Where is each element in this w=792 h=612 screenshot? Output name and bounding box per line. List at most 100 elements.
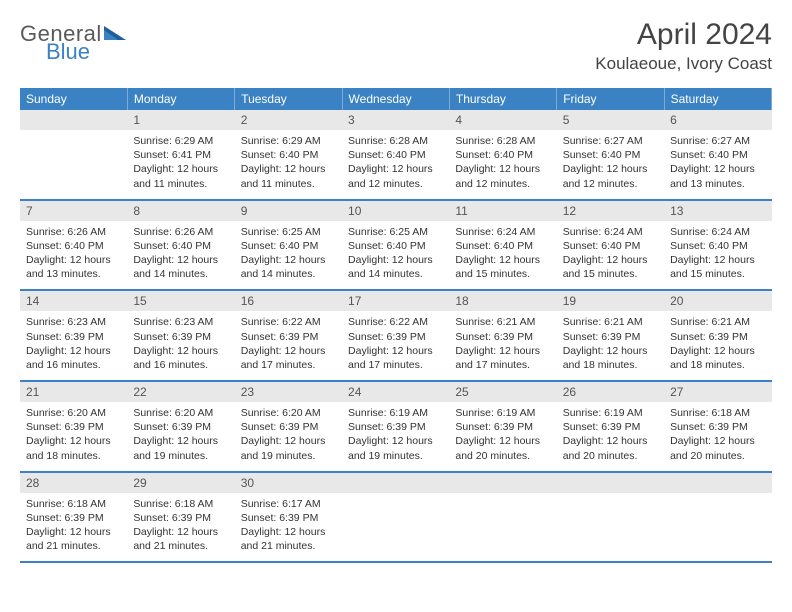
day-details: Sunrise: 6:21 AMSunset: 6:39 PMDaylight:… [664,311,771,380]
day-details-empty [20,130,127,188]
sunrise-text: Sunrise: 6:24 AM [670,225,765,239]
sunset-text: Sunset: 6:39 PM [348,420,443,434]
calendar-week-row: 21Sunrise: 6:20 AMSunset: 6:39 PMDayligh… [20,381,772,472]
daylight-text: Daylight: 12 hours and 15 minutes. [563,253,658,281]
day-number-empty [557,473,664,493]
calendar-day-cell: 2Sunrise: 6:29 AMSunset: 6:40 PMDaylight… [235,110,342,200]
day-details: Sunrise: 6:23 AMSunset: 6:39 PMDaylight:… [127,311,234,380]
day-number: 25 [449,382,556,402]
calendar-day-cell: 14Sunrise: 6:23 AMSunset: 6:39 PMDayligh… [20,290,127,381]
logo: General Blue [20,18,126,62]
calendar-day-cell: 3 Sunrise: 6:28 AMSunset: 6:40 PMDaylight… [342,110,449,200]
day-number: 1 [127,110,234,130]
sunset-text: Sunset: 6:40 PM [348,148,443,162]
day-details-empty [342,493,449,551]
day-number-empty [664,473,771,493]
day-number: 5 [557,110,664,130]
weekday-header: Friday [557,88,664,110]
day-number: 11 [449,201,556,221]
sunset-text: Sunset: 6:39 PM [670,330,765,344]
day-number: 3 [342,110,449,130]
day-number: 24 [342,382,449,402]
sunrise-text: Sunrise: 6:23 AM [133,315,228,329]
calendar-day-cell: 25Sunrise: 6:19 AMSunset: 6:39 PMDayligh… [449,381,556,472]
day-details: Sunrise: 6:24 AMSunset: 6:40 PMDaylight:… [664,221,771,290]
calendar-body: 1Sunrise: 6:29 AMSunset: 6:41 PMDaylight… [20,110,772,562]
sunrise-text: Sunrise: 6:28 AM [455,134,550,148]
daylight-text: Daylight: 12 hours and 11 minutes. [241,162,336,190]
daylight-text: Daylight: 12 hours and 18 minutes. [563,344,658,372]
day-details: Sunrise: 6:18 AMSunset: 6:39 PMDaylight:… [20,493,127,562]
day-number: 20 [664,291,771,311]
sunrise-text: Sunrise: 6:17 AM [241,497,336,511]
sunrise-text: Sunrise: 6:18 AM [133,497,228,511]
daylight-text: Daylight: 12 hours and 16 minutes. [133,344,228,372]
calendar-day-cell: 24Sunrise: 6:19 AMSunset: 6:39 PMDayligh… [342,381,449,472]
day-details-empty [664,493,771,551]
calendar-day-cell: 5Sunrise: 6:27 AMSunset: 6:40 PMDaylight… [557,110,664,200]
weekday-header: Sunday [20,88,127,110]
calendar-day-cell: 11Sunrise: 6:24 AMSunset: 6:40 PMDayligh… [449,200,556,291]
day-details: Sunrise: 6:21 AMSunset: 6:39 PMDaylight:… [557,311,664,380]
calendar-table: SundayMondayTuesdayWednesdayThursdayFrid… [20,88,772,563]
day-details-empty [557,493,664,551]
day-details: Sunrise: 6:20 AMSunset: 6:39 PMDaylight:… [127,402,234,471]
sunset-text: Sunset: 6:39 PM [455,330,550,344]
day-details: Sunrise: 6:20 AMSunset: 6:39 PMDaylight:… [235,402,342,471]
day-details: Sunrise: 6:27 AMSunset: 6:40 PMDaylight:… [664,130,771,199]
calendar-day-cell [20,110,127,200]
day-details: Sunrise: 6:27 AMSunset: 6:40 PMDaylight:… [557,130,664,199]
sunset-text: Sunset: 6:40 PM [133,239,228,253]
day-number: 18 [449,291,556,311]
day-details-empty [449,493,556,551]
day-details: Sunrise: 6:29 AMSunset: 6:41 PMDaylight:… [127,130,234,199]
day-details: Sunrise: 6:19 AMSunset: 6:39 PMDaylight:… [449,402,556,471]
day-number: 17 [342,291,449,311]
day-number: 10 [342,201,449,221]
calendar-day-cell: 27Sunrise: 6:18 AMSunset: 6:39 PMDayligh… [664,381,771,472]
day-details: Sunrise: 6:29 AMSunset: 6:40 PMDaylight:… [235,130,342,199]
day-number: 26 [557,382,664,402]
day-details: Sunrise: 6:26 AMSunset: 6:40 PMDaylight:… [127,221,234,290]
daylight-text: Daylight: 12 hours and 14 minutes. [133,253,228,281]
daylight-text: Daylight: 12 hours and 11 minutes. [133,162,228,190]
sunrise-text: Sunrise: 6:24 AM [455,225,550,239]
sunrise-text: Sunrise: 6:28 AM [348,134,443,148]
day-details: Sunrise: 6:21 AMSunset: 6:39 PMDaylight:… [449,311,556,380]
calendar-day-cell: 26Sunrise: 6:19 AMSunset: 6:39 PMDayligh… [557,381,664,472]
calendar-week-row: 14Sunrise: 6:23 AMSunset: 6:39 PMDayligh… [20,290,772,381]
day-number: 29 [127,473,234,493]
calendar-day-cell: 17Sunrise: 6:22 AMSunset: 6:39 PMDayligh… [342,290,449,381]
calendar-day-cell: 13Sunrise: 6:24 AMSunset: 6:40 PMDayligh… [664,200,771,291]
day-details: Sunrise: 6:26 AMSunset: 6:40 PMDaylight:… [20,221,127,290]
calendar-header-row: SundayMondayTuesdayWednesdayThursdayFrid… [20,88,772,110]
daylight-text: Daylight: 12 hours and 17 minutes. [455,344,550,372]
sunset-text: Sunset: 6:39 PM [133,420,228,434]
daylight-text: Daylight: 12 hours and 12 minutes. [348,162,443,190]
calendar-day-cell [449,472,556,563]
calendar-day-cell: 15Sunrise: 6:23 AMSunset: 6:39 PMDayligh… [127,290,234,381]
weekday-header: Monday [127,88,234,110]
calendar-day-cell: 19Sunrise: 6:21 AMSunset: 6:39 PMDayligh… [557,290,664,381]
sunset-text: Sunset: 6:39 PM [241,420,336,434]
sunset-text: Sunset: 6:40 PM [455,239,550,253]
sunset-text: Sunset: 6:40 PM [563,148,658,162]
calendar-day-cell: 18Sunrise: 6:21 AMSunset: 6:39 PMDayligh… [449,290,556,381]
day-details: Sunrise: 6:24 AMSunset: 6:40 PMDaylight:… [449,221,556,290]
sunset-text: Sunset: 6:39 PM [241,511,336,525]
sunset-text: Sunset: 6:40 PM [670,148,765,162]
daylight-text: Daylight: 12 hours and 15 minutes. [455,253,550,281]
sunset-text: Sunset: 6:40 PM [670,239,765,253]
weekday-header: Saturday [664,88,771,110]
daylight-text: Daylight: 12 hours and 14 minutes. [241,253,336,281]
day-number-empty [342,473,449,493]
daylight-text: Daylight: 12 hours and 13 minutes. [670,162,765,190]
calendar-day-cell: 6Sunrise: 6:27 AMSunset: 6:40 PMDaylight… [664,110,771,200]
daylight-text: Daylight: 12 hours and 13 minutes. [26,253,121,281]
daylight-text: Daylight: 12 hours and 19 minutes. [241,434,336,462]
daylight-text: Daylight: 12 hours and 20 minutes. [563,434,658,462]
day-details: Sunrise: 6:25 AMSunset: 6:40 PMDaylight:… [235,221,342,290]
sunrise-text: Sunrise: 6:19 AM [455,406,550,420]
calendar-day-cell: 23Sunrise: 6:20 AMSunset: 6:39 PMDayligh… [235,381,342,472]
calendar-day-cell: 8Sunrise: 6:26 AMSunset: 6:40 PMDaylight… [127,200,234,291]
